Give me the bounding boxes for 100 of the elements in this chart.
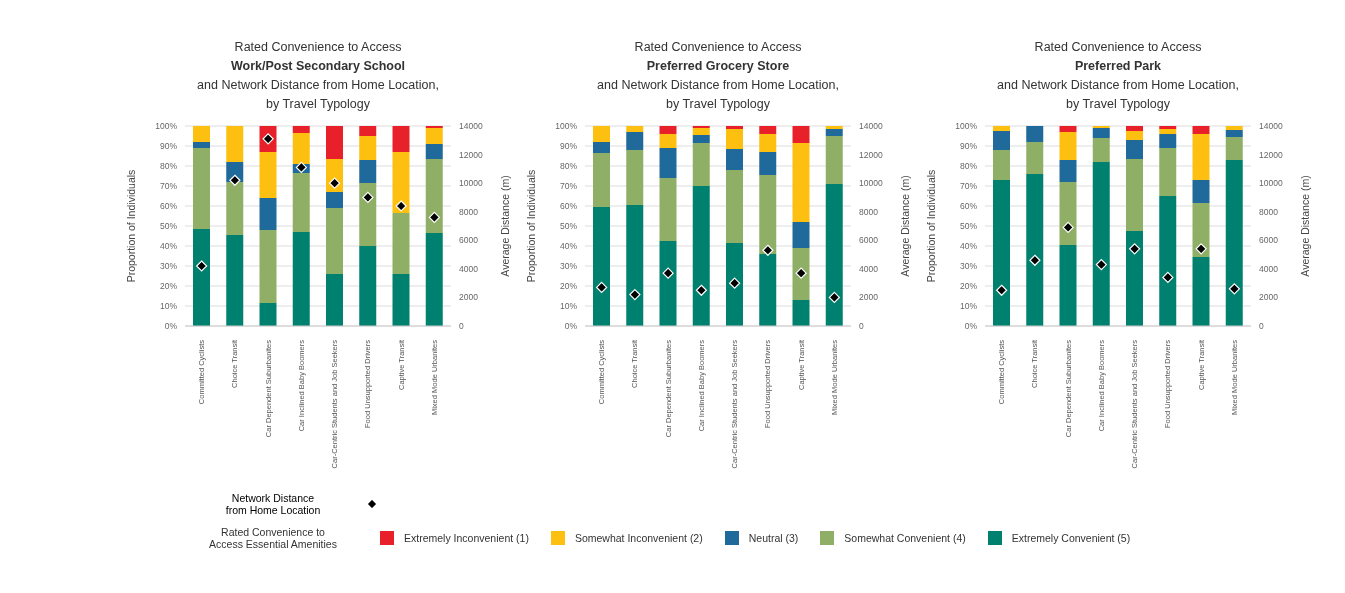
y2-tick-label: 6000 [1259, 235, 1279, 246]
bar [1126, 126, 1143, 131]
bar [1092, 138, 1110, 162]
y2-tick-label: 12000 [459, 149, 483, 160]
bar [193, 229, 210, 326]
bar [359, 160, 377, 183]
bar [259, 303, 277, 326]
legend-label: Extremely Convenient (5) [1011, 532, 1131, 544]
y2-tick-label: 10000 [1259, 178, 1283, 189]
y-tick-label: 60% [559, 201, 578, 212]
point [196, 260, 208, 272]
bar [626, 132, 644, 150]
bar [825, 136, 843, 184]
y-tick-label: 40% [159, 241, 178, 252]
chart-title: Rated Convenience to Access Work/Post Secondary School and Network Distance from Home Location, by Travel Typology [196, 39, 440, 113]
point [1129, 243, 1141, 255]
y-tick-label: 100% [155, 121, 178, 132]
y-tick-label: 40% [559, 241, 578, 252]
legend-label: Somewhat Inconvenient (2) [574, 532, 703, 544]
y2-axis-title: Average Distance (m) [1298, 175, 1311, 277]
y2-tick-label: 4000 [1259, 263, 1279, 274]
bar [593, 126, 610, 142]
y-axis-title: Proportion of Individuals [924, 169, 937, 283]
chart-title: Rated Convenience to Access Preferred Park and Network Distance from Home Location, by Travel Typology [996, 39, 1240, 113]
y-tick-label: 80% [959, 161, 978, 172]
bar [292, 232, 310, 326]
bar [593, 207, 610, 326]
y-tick-label: 20% [959, 281, 978, 292]
point [629, 288, 641, 301]
y2-tick-label: 2000 [459, 292, 479, 303]
y-tick-label: 70% [959, 181, 978, 192]
bar [593, 153, 610, 207]
y2-tick-label: 4000 [459, 263, 479, 274]
y-tick-label: 90% [559, 141, 578, 152]
point [662, 267, 674, 279]
point [729, 277, 741, 289]
point [329, 177, 341, 189]
bar [1026, 126, 1044, 142]
y-tick-label: 20% [159, 281, 178, 292]
bar [726, 126, 743, 129]
bar [1192, 126, 1210, 134]
bar [1225, 130, 1243, 137]
bar [759, 126, 777, 134]
point [1029, 254, 1041, 266]
bar [392, 126, 410, 152]
bar [792, 143, 810, 222]
bar [425, 233, 443, 326]
bar [659, 148, 677, 178]
bar [726, 149, 743, 170]
y2-tick-label: 12000 [1259, 149, 1283, 160]
bar [1059, 182, 1077, 245]
bar [193, 142, 210, 148]
bar [626, 150, 644, 205]
y-tick-label: 10% [559, 301, 578, 312]
y2-tick-label: 6000 [859, 235, 879, 246]
y2-tick-label: 12000 [859, 149, 883, 160]
bar [626, 126, 644, 132]
bar [759, 152, 777, 175]
bar [726, 243, 743, 326]
point [362, 191, 374, 204]
bar [825, 129, 843, 136]
bar [759, 134, 777, 152]
bar [659, 178, 677, 241]
legend-title: Rated Convenience to Access Essential Amenities [208, 526, 338, 550]
point [795, 267, 807, 279]
point [428, 211, 440, 224]
point [1228, 283, 1240, 295]
y-tick-label: 40% [959, 241, 978, 252]
bar [392, 152, 410, 213]
y2-tick-label: 14000 [859, 121, 883, 132]
y2-tick-label: 14000 [459, 121, 483, 132]
y2-tick-label: 2000 [859, 292, 879, 303]
y2-tick-label: 4000 [859, 263, 879, 274]
bar [626, 205, 644, 326]
bar [726, 170, 743, 243]
bar [292, 173, 310, 232]
y-tick-label: 0% [964, 321, 978, 332]
bar [1192, 134, 1210, 180]
point [1162, 271, 1174, 284]
y-tick-label: 60% [959, 201, 978, 212]
point [996, 284, 1008, 296]
bar [1159, 129, 1177, 134]
bar [659, 241, 677, 326]
point [762, 244, 774, 256]
y-tick-label: 80% [159, 161, 178, 172]
y-tick-label: 30% [159, 261, 178, 272]
y-tick-label: 100% [555, 121, 578, 132]
legend-label: Somewhat Convenient (4) [844, 532, 966, 544]
y2-axis-title: Average Distance (m) [498, 175, 511, 277]
bar [425, 128, 443, 144]
bar [759, 175, 777, 254]
y2-tick-label: 2000 [1259, 292, 1279, 303]
point [596, 281, 608, 294]
y-tick-label: 90% [959, 141, 978, 152]
y2-tick-label: 0 [859, 321, 864, 332]
text: Network Distance from Home Location [224, 492, 322, 516]
bar [326, 208, 343, 274]
bar [792, 126, 810, 143]
bar [1059, 126, 1077, 132]
y2-tick-label: 8000 [1259, 206, 1279, 217]
